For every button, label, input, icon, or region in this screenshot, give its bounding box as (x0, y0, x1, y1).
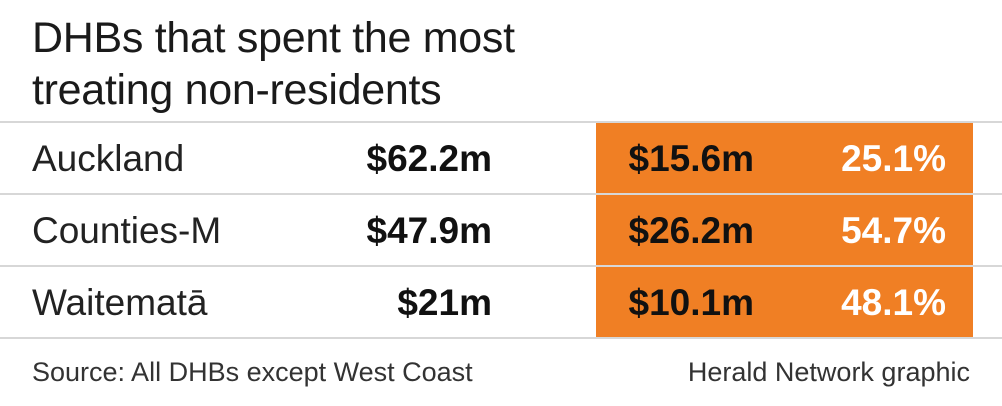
row-divider (0, 265, 1002, 267)
data-table: Auckland $62.2m $15.6m 25.1% Counties-M … (0, 121, 1002, 339)
non-resident-spend: $26.2m (628, 210, 755, 251)
dhb-name: Auckland (32, 138, 185, 179)
non-resident-spend: $10.1m (628, 282, 755, 323)
chart-title: DHBs that spent the most treating non-re… (32, 12, 515, 116)
total-spend: $62.2m (366, 138, 493, 179)
source-note: Source: All DHBs except West Coast (32, 357, 473, 387)
row-divider (0, 193, 1002, 195)
title-line-1: DHBs that spent the most (32, 14, 515, 62)
table-row: Waitematā $21m $10.1m 48.1% (0, 267, 1002, 339)
row-divider (0, 121, 1002, 123)
graphic-credit: Herald Network graphic (687, 357, 970, 387)
table-row: Auckland $62.2m $15.6m 25.1% (0, 123, 1002, 195)
percent-value: 48.1% (841, 282, 946, 323)
total-spend: $21m (397, 282, 492, 323)
dhb-name: Waitematā (32, 282, 208, 323)
row-divider (0, 337, 1002, 339)
total-spend: $47.9m (366, 210, 493, 251)
percent-value: 54.7% (841, 210, 946, 251)
highlight-column (596, 121, 973, 339)
percent-value: 25.1% (841, 138, 946, 179)
dhb-name: Counties-M (32, 210, 222, 251)
title-line-2: treating non-residents (32, 66, 442, 114)
non-resident-spend: $15.6m (628, 138, 755, 179)
table-row: Counties-M $47.9m $26.2m 54.7% (0, 195, 1002, 267)
